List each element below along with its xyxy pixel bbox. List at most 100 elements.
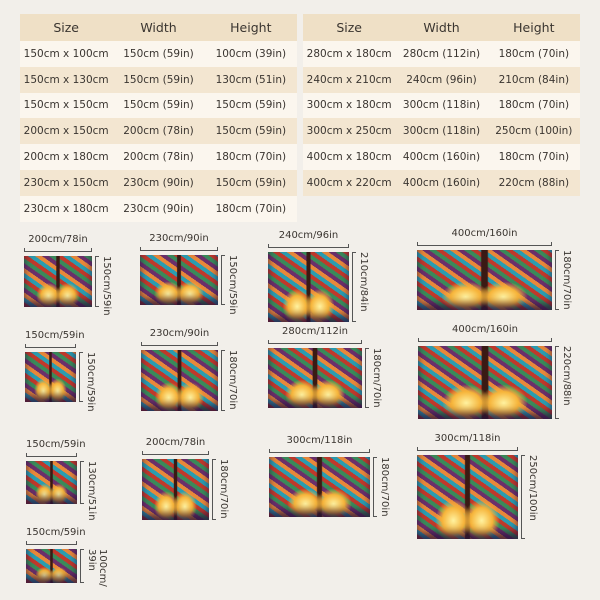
size-thumbnail: 230cm/90in 150cm/59in: [140, 233, 238, 315]
tree-of-life-artwork: [26, 549, 77, 583]
width-measure-line: [269, 449, 370, 453]
table-cell: 400cm (160in): [402, 151, 481, 164]
table-cell: 130cm (51in): [215, 73, 287, 86]
height-measure-line: [80, 549, 84, 583]
height-label: 180cm/70in: [227, 350, 238, 410]
table-cell: 150cm x 150cm: [23, 99, 109, 112]
height-label: 180cm/70in: [218, 459, 229, 519]
table-cell: 230cm x 150cm: [23, 176, 109, 189]
table-cell: 200cm (78in): [123, 125, 194, 138]
height-label: 130cm/51in: [86, 461, 97, 521]
left-size-table: Size Width Height 150cm x 100cm 150cm (59in)…: [20, 14, 297, 222]
height-label: 150cm/59in: [227, 255, 238, 315]
table-row: 200cm x 180cm 200cm (78in) 180cm (70in): [20, 144, 297, 170]
table-cell: 150cm x 100cm: [23, 47, 109, 60]
table-cell: 100cm (39in): [215, 47, 287, 60]
height-measure-line: [95, 256, 99, 307]
height-label: 180cm/70in: [371, 348, 382, 408]
column-header: Width: [423, 20, 460, 35]
table-cell: 150cm x 130cm: [23, 73, 109, 86]
table-header: Size Width Height: [303, 14, 580, 41]
size-thumbnail: 150cm/59in 100cm/ 39in: [26, 527, 108, 587]
table-cell: 200cm (78in): [123, 151, 194, 164]
tree-of-life-artwork: [418, 346, 552, 419]
table-cell: 230cm (90in): [123, 176, 194, 189]
table-cell: 180cm (70in): [215, 202, 287, 215]
height-measure-line: [373, 457, 377, 517]
size-thumbnail: 300cm/118in 250cm/100in: [417, 433, 538, 539]
width-measure-line: [142, 451, 209, 455]
tree-of-life-artwork: [268, 348, 362, 408]
width-label: 230cm/90in: [149, 233, 209, 244]
height-label: 100cm/ 39in: [86, 549, 108, 587]
column-header: Height: [513, 20, 555, 35]
table-cell: 220cm (88in): [498, 176, 570, 189]
size-thumbnail: 230cm/90in 180cm/70in: [141, 328, 238, 411]
width-measure-line: [268, 244, 349, 248]
table-header: Size Width Height: [20, 14, 297, 41]
table-cell: 400cm x 220cm: [306, 176, 392, 189]
height-label: 180cm/70in: [379, 457, 390, 517]
table-cell: 240cm x 210cm: [306, 73, 392, 86]
table-cell: 180cm (70in): [498, 99, 570, 112]
table-row: 150cm x 100cm 150cm (59in) 100cm (39in): [20, 41, 297, 67]
size-thumbnail: 300cm/118in 180cm/70in: [269, 435, 390, 517]
height-measure-line: [221, 255, 225, 305]
width-measure-line: [26, 453, 77, 457]
width-label: 300cm/118in: [286, 435, 353, 446]
width-measure-line: [26, 541, 77, 545]
table-cell: 300cm (118in): [402, 99, 481, 112]
width-measure-line: [140, 247, 218, 251]
table-row: 280cm x 180cm 280cm (112in) 180cm (70in): [303, 41, 580, 67]
column-header: Size: [53, 20, 79, 35]
column-header: Width: [140, 20, 177, 35]
table-cell: 300cm (118in): [402, 125, 481, 138]
height-label: 220cm/88in: [561, 346, 572, 406]
size-thumbnail: 280cm/112in 180cm/70in: [268, 326, 382, 408]
width-measure-line: [25, 344, 76, 348]
size-thumbnail: 150cm/59in 130cm/51in: [26, 439, 97, 521]
table-cell: 230cm (90in): [123, 202, 194, 215]
table-cell: 180cm (70in): [215, 151, 287, 164]
tree-of-life-artwork: [140, 255, 218, 305]
tree-of-life-artwork: [141, 350, 218, 411]
size-thumbnail: 200cm/78in 150cm/59in: [24, 234, 112, 316]
table-row: 400cm x 220cm 400cm (160in) 220cm (88in): [303, 169, 580, 196]
table-cell: 150cm (59in): [215, 125, 287, 138]
height-measure-line: [80, 461, 84, 504]
table-cell: 200cm x 150cm: [23, 125, 109, 138]
table-cell: 150cm (59in): [215, 176, 287, 189]
width-label: 300cm/118in: [434, 433, 501, 444]
width-label: 150cm/59in: [26, 527, 86, 538]
table-row: 150cm x 130cm 150cm (59in) 130cm (51in): [20, 66, 297, 93]
width-measure-line: [418, 338, 552, 342]
table-row: 240cm x 210cm 240cm (96in) 210cm (84in): [303, 66, 580, 93]
table-row: 230cm x 180cm 230cm (90in) 180cm (70in): [20, 195, 297, 222]
width-label: 200cm/78in: [145, 437, 206, 448]
tree-of-life-artwork: [417, 250, 552, 310]
height-measure-line: [555, 250, 559, 310]
right-size-table: Size Width Height 280cm x 180cm 280cm (112in…: [303, 14, 580, 196]
table-cell: 240cm (96in): [406, 73, 477, 86]
tree-of-life-artwork: [268, 252, 349, 322]
table-cell: 150cm (59in): [123, 47, 194, 60]
size-thumbnail: 400cm/160in 220cm/88in: [418, 324, 572, 419]
height-label: 150cm/59in: [101, 256, 112, 316]
table-cell: 400cm (160in): [402, 176, 481, 189]
height-measure-line: [352, 252, 356, 322]
width-measure-line: [417, 242, 552, 246]
tree-of-life-artwork: [417, 455, 518, 539]
width-measure-line: [268, 340, 362, 344]
tree-of-life-artwork: [24, 256, 92, 307]
width-label: 230cm/90in: [149, 328, 210, 339]
table-row: 300cm x 250cm 300cm (118in) 250cm (100in): [303, 118, 580, 145]
table-cell: 280cm x 180cm: [306, 47, 392, 60]
height-label: 250cm/100in: [527, 455, 538, 521]
table-cell: 210cm (84in): [498, 73, 570, 86]
table-cell: 300cm x 180cm: [306, 99, 392, 112]
table-cell: 400cm x 180cm: [306, 151, 392, 164]
height-measure-line: [212, 459, 216, 520]
width-label: 150cm/59in: [25, 330, 85, 341]
size-thumbnail: 240cm/96in 210cm/84in: [268, 230, 369, 322]
